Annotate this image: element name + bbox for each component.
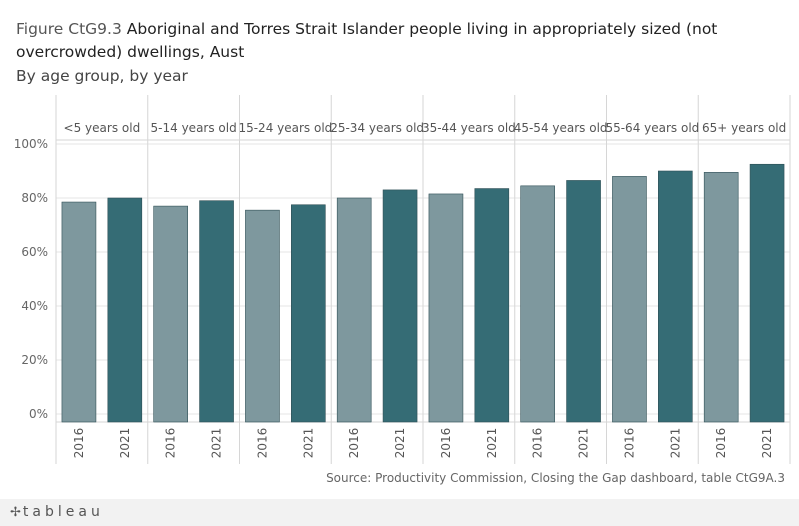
chart-subtitle: By age group, by year — [16, 67, 188, 85]
bar-2021 — [382, 189, 418, 423]
bar-2016 — [61, 201, 97, 423]
source-note: Source: Productivity Commission, Closing… — [326, 471, 785, 485]
y-tick-label: 80% — [21, 191, 48, 205]
logo-text: tableau — [22, 504, 104, 520]
title-block: Figure CtG9.3 Aboriginal and Torres Stra… — [16, 18, 786, 88]
category-header: 45-54 years old — [514, 121, 608, 135]
y-tick-label: 40% — [21, 299, 48, 313]
category-header: 55-64 years old — [605, 121, 699, 135]
bar-2021 — [658, 170, 693, 423]
bar-chart: 0% 20% 40% 60% 80% 100% <5 years old 5-14 years… — [14, 95, 791, 464]
x-tick-label: 2016 — [622, 428, 636, 459]
tableau-footer: ✢ tableau — [0, 499, 799, 526]
category-header: 65+ years old — [702, 121, 786, 135]
x-tick-label: 2016 — [439, 428, 453, 459]
x-tick-label: 2021 — [393, 428, 407, 459]
y-tick-label: 20% — [21, 353, 48, 367]
x-tick-label: 2021 — [485, 428, 499, 459]
bar-2016 — [703, 172, 739, 423]
x-tick-label: 2016 — [255, 428, 269, 459]
category-header: 35-44 years old — [422, 121, 516, 135]
bar-2016 — [520, 185, 555, 423]
bar-2021 — [474, 188, 510, 423]
x-tick-label: 2016 — [347, 428, 361, 459]
x-tick-label: 2021 — [760, 428, 774, 459]
x-tick-label: 2021 — [118, 428, 132, 459]
x-tick-label: 2016 — [714, 428, 728, 459]
category-header: 5-14 years old — [151, 121, 237, 135]
x-tick-label: 2021 — [668, 428, 682, 459]
bar-2016 — [153, 205, 188, 423]
bar-2016 — [612, 176, 647, 423]
x-tick-label: 2021 — [210, 428, 224, 459]
category-header: 25-34 years old — [330, 121, 424, 135]
x-tick-label: 2021 — [301, 428, 315, 459]
figure-label: Figure CtG9.3 — [16, 20, 122, 38]
bar-2016 — [428, 193, 464, 423]
category-header: 15-24 years old — [238, 121, 332, 135]
y-tick-label: 0% — [29, 407, 48, 421]
x-tick-label: 2016 — [164, 428, 178, 459]
title-text: Aboriginal and Torres Strait Islander pe… — [16, 20, 718, 61]
bar-2016 — [245, 209, 280, 423]
chart-title: Figure CtG9.3 Aboriginal and Torres Stra… — [16, 18, 786, 64]
x-tick-label: 2016 — [72, 428, 86, 459]
tableau-logo[interactable]: ✢ tableau — [10, 504, 104, 520]
x-tick-label: 2021 — [577, 428, 591, 459]
x-tick-label: 2016 — [531, 428, 545, 459]
y-tick-label: 60% — [21, 245, 48, 259]
category-header: <5 years old — [64, 121, 141, 135]
tableau-plus-icon: ✢ — [10, 505, 21, 520]
y-tick-label: 100% — [14, 137, 48, 151]
bar-2021 — [566, 180, 601, 423]
bar-2021 — [199, 200, 234, 423]
bar-2021 — [291, 204, 326, 423]
bar-2021 — [107, 197, 143, 423]
bar-2016 — [336, 197, 372, 423]
bar-2021 — [749, 163, 785, 423]
